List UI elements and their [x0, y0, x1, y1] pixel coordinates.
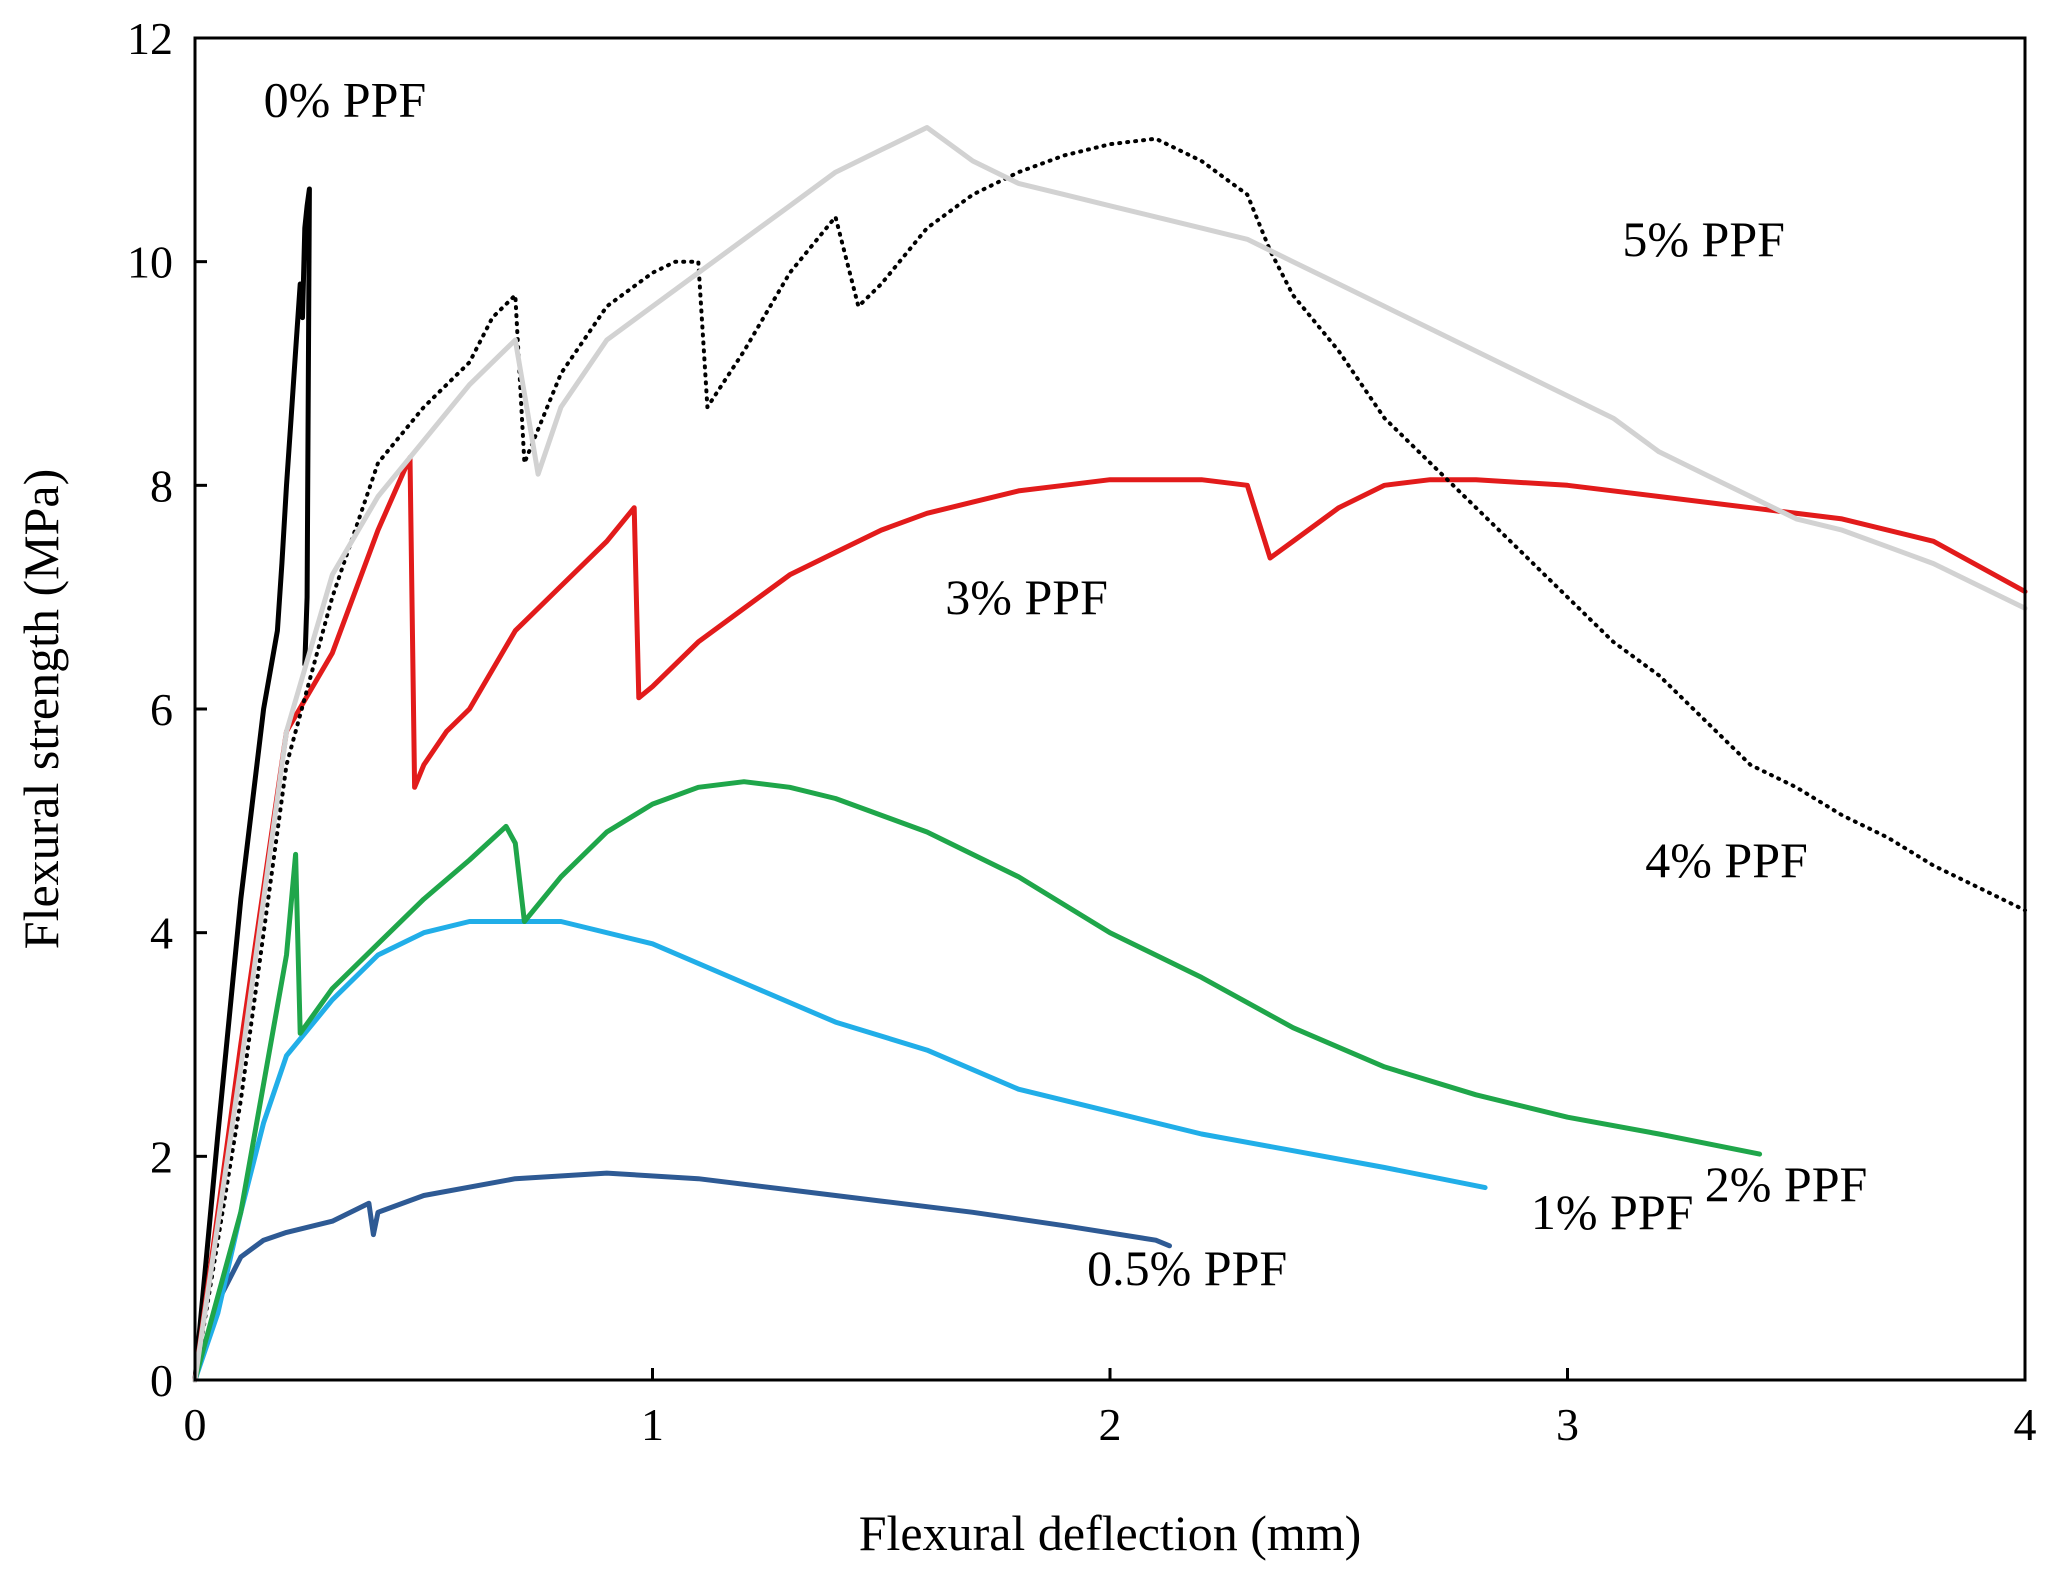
series-label-4pct-ppf: 4% PPF — [1645, 832, 1808, 888]
series-label-0pct-ppf: 0% PPF — [264, 71, 427, 127]
series-line-4pct-ppf — [193, 136, 2027, 1382]
y-tick-label-0: 0 — [150, 1355, 173, 1406]
x-tick-label-3: 3 — [1556, 1399, 1579, 1450]
y-tick-label-3: 6 — [150, 684, 173, 735]
x-tick-label-4: 4 — [2014, 1399, 2037, 1450]
y-tick-label-2: 4 — [150, 908, 173, 959]
y-axis-title: Flexural strength (MPa) — [13, 469, 69, 949]
series-line-0pct-ppf — [192, 186, 312, 1383]
series-labels-layer: 0% PPF 0.5% PPF 1% PPF 2% PPF 3% PPF 4% PPF 5%… — [264, 71, 1868, 1296]
series-label-5pct-ppf: 5% PPF — [1622, 211, 1785, 267]
series-label-3pct-ppf: 3% PPF — [945, 569, 1108, 625]
series-label-0-5pct-ppf: 0.5% PPF — [1087, 1240, 1287, 1296]
x-axis-title: Flexural deflection (mm) — [859, 1505, 1362, 1561]
series-label-2pct-ppf: 2% PPF — [1705, 1156, 1868, 1212]
x-tick-label-0: 0 — [184, 1399, 207, 1450]
x-tick-label-1: 1 — [641, 1399, 664, 1450]
y-tick-label-4: 8 — [150, 460, 173, 511]
series-line-1pct-ppf — [192, 919, 1488, 1383]
series-line-2pct-ppf — [192, 779, 1763, 1383]
x-tick-label-2: 2 — [1099, 1399, 1122, 1450]
series-line-5pct-ppf — [192, 125, 2028, 1383]
y-tick-label-1: 2 — [150, 1131, 173, 1182]
y-tick-label-6: 12 — [127, 13, 173, 64]
series-label-1pct-ppf: 1% PPF — [1531, 1184, 1694, 1240]
series-line-0-5pct-ppf — [192, 1170, 1172, 1383]
y-tick-label-5: 10 — [127, 237, 173, 288]
series-layer — [192, 125, 2028, 1383]
ticks-layer — [193, 36, 2027, 1382]
